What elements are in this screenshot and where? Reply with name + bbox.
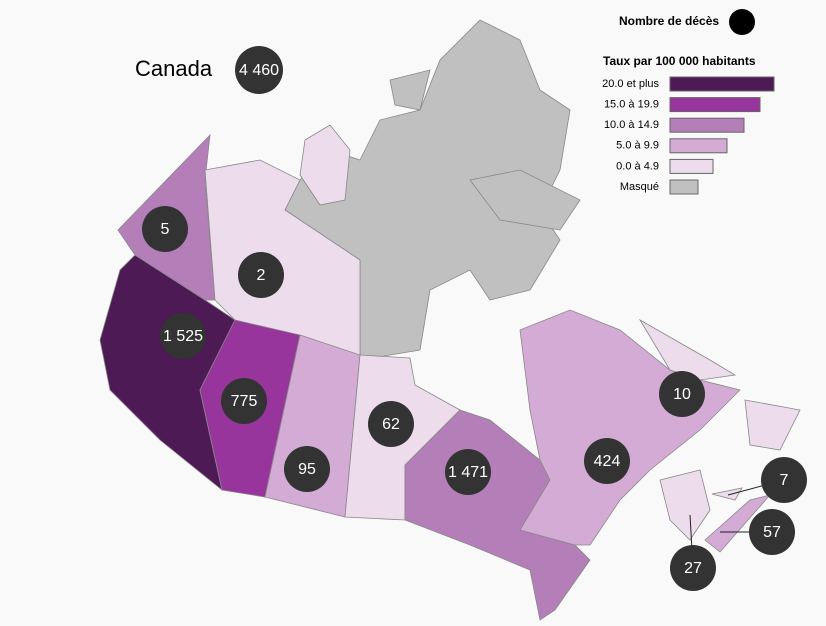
legend-size-symbol xyxy=(729,9,755,35)
region-bubble xyxy=(761,457,807,503)
region-label: 775 xyxy=(231,393,258,410)
region-bubble xyxy=(238,252,284,298)
region-newfoundland xyxy=(744,399,801,451)
region-bubble xyxy=(160,313,206,359)
region-bubble xyxy=(284,446,330,492)
region-bubble xyxy=(670,545,716,591)
region-label: 57 xyxy=(763,524,781,541)
region-labrador xyxy=(638,318,737,381)
region-bubble xyxy=(584,438,630,484)
region-bubble xyxy=(659,371,705,417)
bubbles: 5 2 1 525 775 95 62 1 471 424 10 7 57 27 xyxy=(142,206,807,591)
total-label: 4 460 xyxy=(239,62,279,79)
region-label: 424 xyxy=(594,453,621,470)
region-quebec xyxy=(519,309,741,546)
region-label: 5 xyxy=(161,221,170,238)
region-label: 2 xyxy=(257,267,266,284)
region-label: 7 xyxy=(780,472,789,489)
legend-rate-title: Taux par 100 000 habitants xyxy=(603,54,756,68)
region-label: 95 xyxy=(298,461,316,478)
region-new-brunswick xyxy=(659,469,711,541)
region-nunavut-island xyxy=(469,169,581,231)
region-nwt-island xyxy=(299,124,351,206)
total-bubble xyxy=(235,46,283,94)
region-bubble xyxy=(142,206,188,252)
region-label: 1 525 xyxy=(163,328,203,345)
legend-label: 0.0 à 4.9 xyxy=(616,160,659,172)
region-nwt xyxy=(204,159,361,361)
region-bubble xyxy=(445,449,491,495)
region-label: 10 xyxy=(673,386,691,403)
region-label: 27 xyxy=(684,560,702,577)
legend-label: 20.0 et plus xyxy=(602,78,659,90)
legend-label: 15.0 à 19.9 xyxy=(604,99,659,111)
region-bubble xyxy=(368,401,414,447)
legend-swatch xyxy=(669,117,745,133)
region-pei xyxy=(711,487,743,501)
region-bubble xyxy=(221,378,267,424)
region-bc xyxy=(99,254,236,492)
legend-label: Masqué xyxy=(620,181,659,193)
legend-swatch xyxy=(669,76,775,92)
region-bubble xyxy=(749,509,795,555)
legend-size-title: Nombre de décès xyxy=(619,14,719,28)
title: Canada xyxy=(135,56,213,81)
legend: 20.0 et plus 15.0 à 19.9 10.0 à 14.9 5.0 à … xyxy=(602,76,775,195)
region-label: 62 xyxy=(382,416,400,433)
region-nunavut-island xyxy=(389,69,431,111)
region-label: 1 471 xyxy=(448,464,488,481)
legend-label: 5.0 à 9.9 xyxy=(616,140,659,152)
legend-swatch xyxy=(669,158,714,174)
legend-label: 10.0 à 14.9 xyxy=(604,119,659,131)
legend-swatch xyxy=(669,179,699,195)
legend-swatch xyxy=(669,138,728,154)
legend-swatch xyxy=(669,97,761,113)
